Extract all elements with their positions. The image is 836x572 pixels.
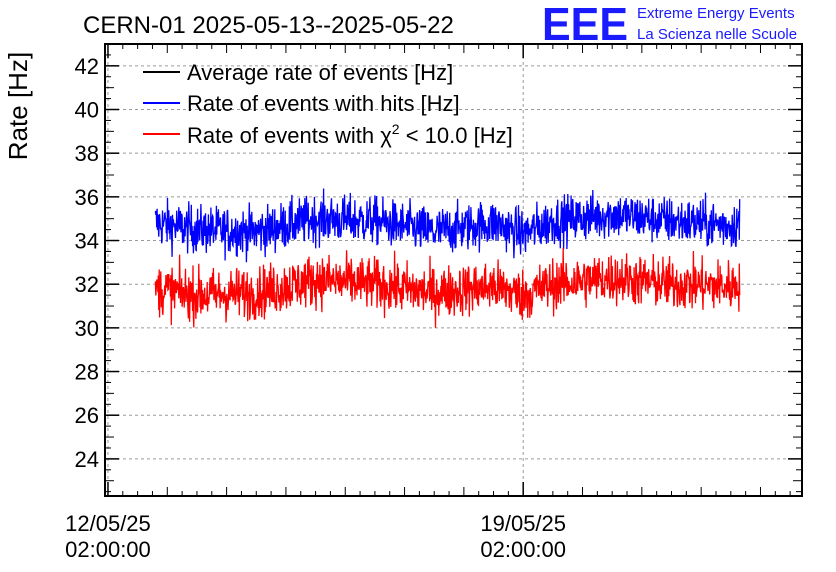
series-hits-line xyxy=(154,188,741,263)
x-tick-label-time: 02:00:00 xyxy=(65,537,151,562)
legend: Average rate of events [Hz] Rate of even… xyxy=(143,60,513,148)
logo-line2: La Scienza nelle Scuole xyxy=(637,26,797,43)
x-tick-label-date: 19/05/25 xyxy=(480,511,566,536)
y-tick-label: 26 xyxy=(75,403,99,428)
legend-label-hits: Rate of events with hits [Hz] xyxy=(187,91,460,116)
axes: 2426283032343638404212/05/2502:00:0019/0… xyxy=(65,44,802,562)
plot-frame xyxy=(104,43,803,497)
y-tick-label: 40 xyxy=(75,98,99,123)
x-tick-label-time: 02:00:00 xyxy=(480,537,566,562)
logo-letters: EEE xyxy=(542,0,628,50)
legend-chi2-suffix: < 10.0 [Hz] xyxy=(400,123,513,148)
series xyxy=(154,188,741,328)
y-tick-label: 36 xyxy=(75,185,99,210)
y-tick-label: 34 xyxy=(75,229,99,254)
eee-logo: EEE Extreme Energy Events La Scienza nel… xyxy=(542,0,797,50)
y-tick-label: 38 xyxy=(75,141,99,166)
legend-label-average: Average rate of events [Hz] xyxy=(187,60,453,85)
logo-line1: Extreme Energy Events xyxy=(637,5,795,22)
series-chi2-line xyxy=(154,247,741,328)
y-axis-label: Rate [Hz] xyxy=(3,52,33,160)
chart-title: CERN-01 2025-05-13--2025-05-22 xyxy=(83,12,454,39)
y-tick-label: 32 xyxy=(75,272,99,297)
legend-chi2-sup: 2 xyxy=(392,121,400,137)
grid xyxy=(105,44,802,496)
x-tick-label-date: 12/05/25 xyxy=(65,511,151,536)
y-tick-label: 28 xyxy=(75,360,99,385)
y-tick-label: 30 xyxy=(75,316,99,341)
y-tick-label: 24 xyxy=(75,447,99,472)
y-tick-label: 42 xyxy=(75,54,99,79)
legend-label-chi2: Rate of events with χ2 < 10.0 [Hz] xyxy=(187,121,513,148)
legend-chi2-prefix: Rate of events with xyxy=(187,123,380,148)
legend-chi2-symbol: χ xyxy=(380,123,392,148)
